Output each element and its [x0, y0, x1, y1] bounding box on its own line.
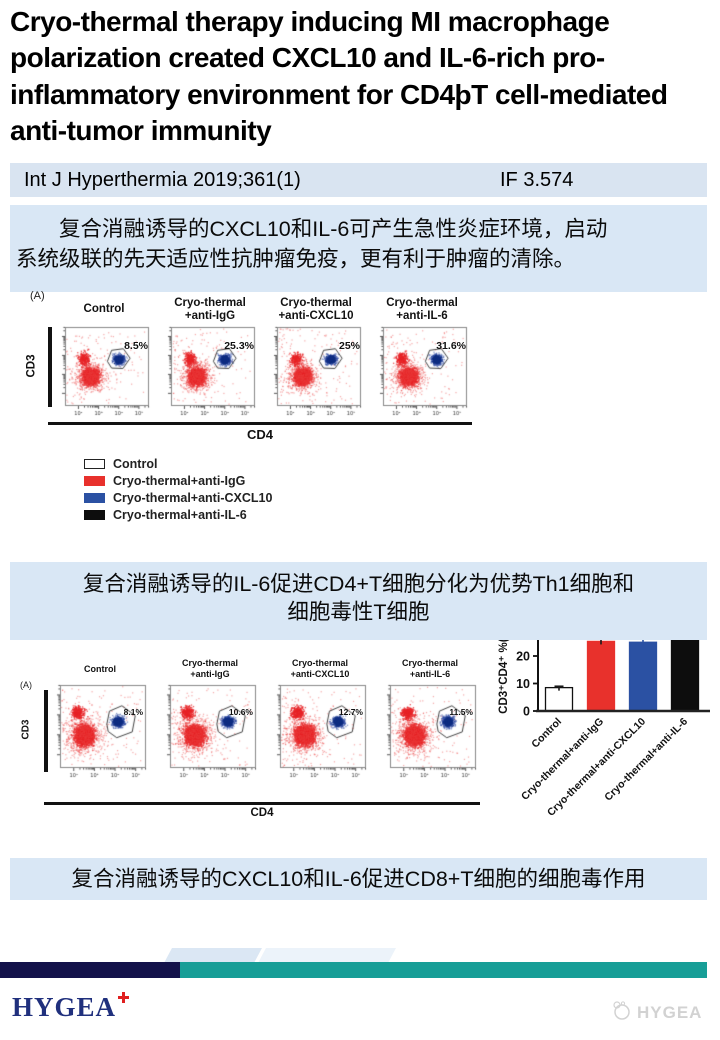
journal-citation: Int J Hyperthermia 2019;361(1)	[24, 168, 301, 191]
flow-plot: Cryo-thermal +anti-IL-6 11.5%	[382, 655, 478, 779]
flow-plot: Cryo-thermal +anti-CXCL10 12.7%	[272, 655, 368, 779]
flow-plot-area: 10.6%	[162, 683, 258, 779]
summary-1-line-1: 复合消融诱导的CXCL10和IL-6可产生急性炎症环境，启动	[59, 217, 608, 241]
gate-percentage: 25.3%	[224, 340, 254, 352]
flow-plot-title: Cryo-thermal +anti-CXCL10	[290, 658, 350, 679]
flow-plot-area: 31.6%	[375, 325, 469, 417]
figure-1: (A) CD3 Control 8.5% Cryo-thermal +anti-Ig…	[0, 285, 720, 819]
flow-plot-area: 25.3%	[163, 325, 257, 417]
flow-plot-title: Cryo-thermal +anti-IL-6	[386, 296, 458, 322]
flow-scatter-canvas	[269, 325, 363, 417]
legend-swatch	[84, 458, 105, 469]
x-axis-line	[44, 802, 480, 805]
legend-label: Cryo-thermal+anti-CXCL10	[113, 490, 273, 505]
flow-plot: Cryo-thermal +anti-CXCL10 25%	[269, 295, 363, 417]
flow-scatter-canvas	[162, 683, 258, 779]
flow-cytometry-row: Control 8.1% Cryo-thermal +anti-IgG 10.6% Cr…	[52, 655, 478, 779]
summary-2-line-2: 细胞毒性T细胞	[287, 600, 430, 624]
flow-scatter-canvas	[382, 683, 478, 779]
flow-plot-area: 8.1%	[52, 683, 148, 779]
red-cross-icon	[118, 979, 130, 1010]
legend-swatch	[84, 475, 105, 486]
summary-2-line-1: 复合消融诱导的IL-6促进CD4+T细胞分化为优势Th1细胞和	[82, 572, 635, 596]
gate-percentage: 8.1%	[123, 707, 143, 717]
footer-bar-teal	[180, 962, 707, 978]
gate-percentage: 25%	[338, 340, 360, 352]
flow-plot-area: 12.7%	[272, 683, 368, 779]
flow-cytometry-row: Control 8.5% Cryo-thermal +anti-IgG 25.3% Cr…	[57, 295, 469, 417]
flow-plot-area: 11.5%	[382, 683, 478, 779]
y-axis-line	[48, 327, 52, 407]
legend-item: Cryo-thermal+anti-IgG	[84, 472, 272, 489]
x-axis-label-cd4: CD4	[250, 807, 274, 819]
panel-a-label: (A)	[20, 680, 32, 690]
x-axis-line	[48, 422, 472, 425]
watermark-logo-icon	[610, 999, 632, 1026]
gate-percentage: 11.5%	[449, 707, 473, 717]
legend-label: Cryo-thermal+anti-IL-6	[113, 507, 247, 522]
summary-box-1: 复合消融诱导的CXCL10和IL-6可产生急性炎症环境，启动 系统级联的先天适应…	[10, 205, 707, 292]
flow-plot: Cryo-thermal +anti-IgG 10.6%	[162, 655, 258, 779]
footer-accent-shape	[164, 948, 262, 963]
legend-item: Cryo-thermal+anti-IL-6	[84, 506, 272, 523]
flow-plot: Control 8.5%	[57, 295, 151, 417]
legend-item: Cryo-thermal+anti-CXCL10	[84, 489, 272, 506]
watermark-text: HYGEA	[637, 1002, 703, 1022]
svg-text:0: 0	[523, 704, 530, 718]
summary-3-line-1: 复合消融诱导的CXCL10和IL-6促进CD8+T细胞的细胞毒作用	[71, 867, 646, 891]
flow-plot-title: Cryo-thermal +anti-IgG	[181, 658, 238, 679]
legend: Control Cryo-thermal+anti-IgG Cryo-thermal…	[84, 455, 272, 523]
x-axis-label-cd4: CD4	[246, 427, 273, 442]
flow-scatter-canvas	[57, 325, 151, 417]
legend-swatch	[84, 509, 105, 520]
footer-bar-navy	[0, 962, 180, 978]
flow-scatter-canvas	[375, 325, 469, 417]
flow-plot-title: Control	[84, 663, 116, 674]
flow-scatter-canvas	[52, 683, 148, 779]
footer-accent-shape-2	[258, 948, 396, 963]
gate-percentage: 31.6%	[436, 340, 466, 352]
gate-percentage: 12.7%	[338, 707, 363, 717]
legend-item: Control	[84, 455, 272, 472]
y-axis-label-cd3: CD3	[20, 719, 32, 740]
flow-plot: Cryo-thermal +anti-IgG 25.3%	[163, 295, 257, 417]
flow-plot-title: Cryo-thermal +anti-IL-6	[401, 658, 458, 679]
flow-plot-title: Control	[83, 303, 125, 316]
legend-swatch	[84, 492, 105, 503]
summary-box-3: 复合消融诱导的CXCL10和IL-6促进CD8+T细胞的细胞毒作用	[10, 858, 707, 900]
legend-label: Cryo-thermal+anti-IgG	[113, 473, 246, 488]
svg-text:20: 20	[516, 649, 530, 663]
journal-banner: Int J Hyperthermia 2019;361(1) IF 3.574	[10, 163, 707, 197]
flow-scatter-canvas	[163, 325, 257, 417]
hygea-logo-text: HYGEA	[12, 992, 117, 1022]
flow-plot-area: 25%	[269, 325, 363, 417]
flow-plot-title: Cryo-thermal +anti-CXCL10	[278, 296, 354, 322]
bar-chart-cd4: (B)010203040CD3⁺CD4⁺ %(spleen)ControlCry…	[496, 581, 716, 841]
summary-box-2: 复合消融诱导的IL-6促进CD4+T细胞分化为优势Th1细胞和 细胞毒性T细胞	[10, 562, 707, 640]
figure-2: (A) CD3 Control 8.1% Cryo-thermal +anti-Ig…	[0, 640, 720, 858]
y-axis-line	[44, 690, 48, 772]
summary-1-line-2: 系统级联的先天适应性抗肿瘤免疫，更有利于肿瘤的清除。	[16, 247, 576, 271]
hygea-logo: HYGEA	[12, 992, 130, 1023]
flow-plot: Control 8.1%	[52, 655, 148, 779]
chart1-svg: (B)010203040CD3⁺CD4⁺ %(spleen)ControlCry…	[497, 583, 710, 819]
flow-plot: Cryo-thermal +anti-IL-6 31.6%	[375, 295, 469, 417]
paper-title: Cryo-thermal therapy inducing MI macroph…	[10, 6, 668, 147]
impact-factor: IF 3.574	[500, 168, 574, 191]
y-axis-label-cd3: CD3	[25, 354, 38, 378]
gate-percentage: 10.6%	[228, 707, 253, 717]
flow-plot-area: 8.5%	[57, 325, 151, 417]
gate-percentage: 8.5%	[124, 340, 148, 352]
flow-plot-title: Cryo-thermal +anti-IgG	[174, 296, 246, 322]
watermark: HYGEA	[610, 999, 702, 1026]
svg-text:10: 10	[516, 677, 530, 691]
flow-scatter-canvas	[272, 683, 368, 779]
panel-a-label: (A)	[30, 290, 45, 302]
legend-label: Control	[113, 456, 158, 471]
